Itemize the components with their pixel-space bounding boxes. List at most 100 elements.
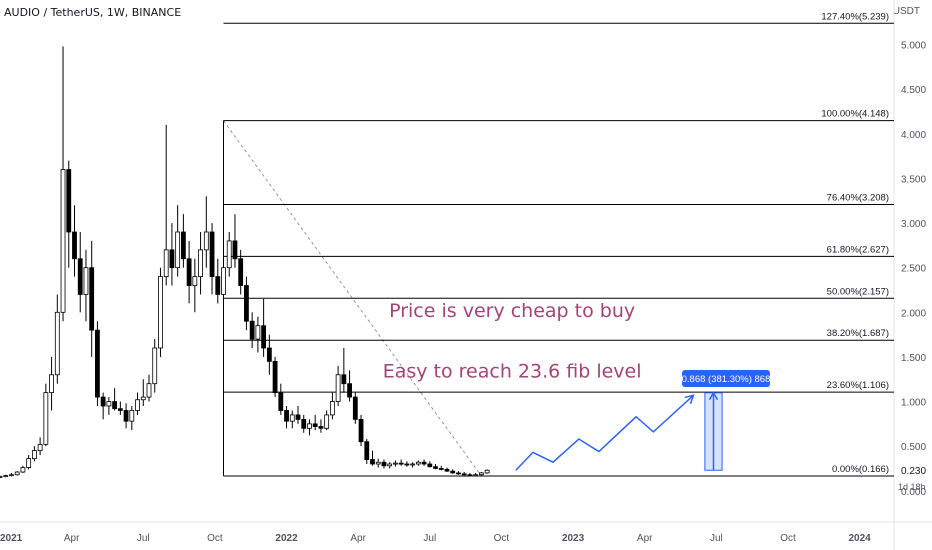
candle-body (238, 258, 244, 286)
candle-body (0, 476, 3, 478)
candle-body (180, 231, 186, 260)
candle-body (26, 458, 32, 468)
candle-body (341, 374, 347, 385)
candle-body (444, 468, 450, 472)
candle-body (43, 392, 49, 445)
candle-body (77, 258, 83, 295)
candle-body (186, 258, 192, 286)
x-tick-label: Oct (780, 533, 796, 544)
candle-body (60, 169, 66, 313)
candle-body (410, 463, 416, 466)
fib-level-label: 38.20%(1.687) (827, 328, 889, 339)
candle-body (89, 267, 95, 331)
candle-body (307, 423, 312, 429)
x-tick-label: Apr (64, 533, 80, 544)
candle-body (381, 461, 387, 467)
candle-body (450, 470, 456, 474)
candle-body (123, 410, 129, 422)
y-tick-label: 0.500 (901, 442, 926, 453)
projection-path (515, 394, 694, 471)
candle-body (192, 276, 198, 286)
candle-body (456, 472, 461, 475)
y-tick-label: 2.000 (901, 308, 926, 319)
candle-body (335, 374, 341, 402)
candle-body (478, 472, 484, 476)
fib-level-label: 127.40%(5.239) (821, 11, 889, 22)
candle-body (226, 240, 232, 269)
candle-body (301, 418, 307, 429)
fib-level-label: 100.00%(4.148) (821, 109, 889, 120)
candle-body (364, 441, 370, 460)
x-tick-label: Jul (423, 533, 436, 544)
measure-arrow-head (708, 391, 719, 401)
candle-body (421, 461, 427, 465)
candle-body (215, 276, 221, 295)
x-tick-label: Apr (637, 533, 653, 544)
measure-label-bg (682, 370, 770, 387)
fib-trend-line (223, 120, 482, 477)
candle-body (244, 285, 249, 322)
candle-body (255, 325, 261, 340)
candle-body (438, 468, 444, 470)
last-price-label: 0.230 (901, 466, 926, 477)
fib-level-label: 50.00%(2.157) (827, 286, 889, 297)
candle-body (324, 414, 330, 429)
candle-body (318, 426, 324, 429)
candle-body (209, 231, 215, 278)
candle-body (461, 473, 467, 476)
candle-body (221, 267, 226, 295)
x-tick-label: Jul (710, 533, 723, 544)
candle-body (398, 462, 404, 465)
candle-body (49, 374, 54, 394)
candle-body (329, 401, 335, 416)
candle-body (37, 443, 43, 452)
projection-arrow-head (684, 394, 695, 405)
y-tick-label: 2.500 (901, 264, 926, 275)
candle-body (9, 474, 14, 477)
candle-body (175, 231, 181, 269)
candle-body (158, 276, 163, 349)
y-tick-label: 5.000 (901, 41, 926, 52)
candle-body (473, 474, 479, 477)
candle-body (72, 231, 77, 260)
y-tick-label: 4.500 (901, 85, 926, 96)
fib-level-label: 76.40%(3.208) (827, 193, 889, 204)
candle-body (295, 414, 301, 420)
candle-body (433, 466, 438, 469)
fib-level-label: 61.80%(2.627) (827, 244, 889, 255)
candle-body (427, 463, 433, 468)
candle-body (404, 463, 410, 466)
x-tick-label: 2022 (275, 533, 298, 544)
y-tick-label: 3.000 (901, 219, 926, 230)
x-tick-label: Apr (350, 533, 366, 544)
candle-body (198, 249, 203, 278)
candle-body (203, 231, 209, 251)
candle-body (100, 396, 106, 407)
candle-body (146, 383, 152, 398)
candle-body (163, 249, 169, 278)
candle-body (484, 469, 490, 474)
candle-body (83, 267, 89, 295)
candle-body (278, 392, 284, 411)
candle-body (467, 474, 473, 477)
candle-body (112, 401, 118, 410)
candle-body (387, 463, 393, 467)
y-tick-label: 3.500 (901, 174, 926, 185)
candle-body (289, 414, 295, 422)
candle-body (266, 347, 272, 362)
candle-body (117, 408, 123, 411)
y-tick-label: 4.000 (901, 130, 926, 141)
x-tick-label: 2021 (0, 533, 23, 544)
x-tick-label: Jul (137, 533, 150, 544)
candle-body (3, 475, 9, 478)
candle-body (95, 329, 100, 398)
candle-body (129, 410, 135, 422)
chart-annotation: Easy to reach 23.6 fib level (383, 360, 642, 382)
candle-body (20, 467, 26, 473)
chart-title: AUDIO / TetherUS, 1W, BINANCE (4, 6, 182, 19)
y-tick-label: 1.500 (901, 353, 926, 364)
candle-body (54, 311, 60, 376)
candle-body (106, 401, 112, 407)
x-tick-label: 2024 (848, 533, 871, 544)
